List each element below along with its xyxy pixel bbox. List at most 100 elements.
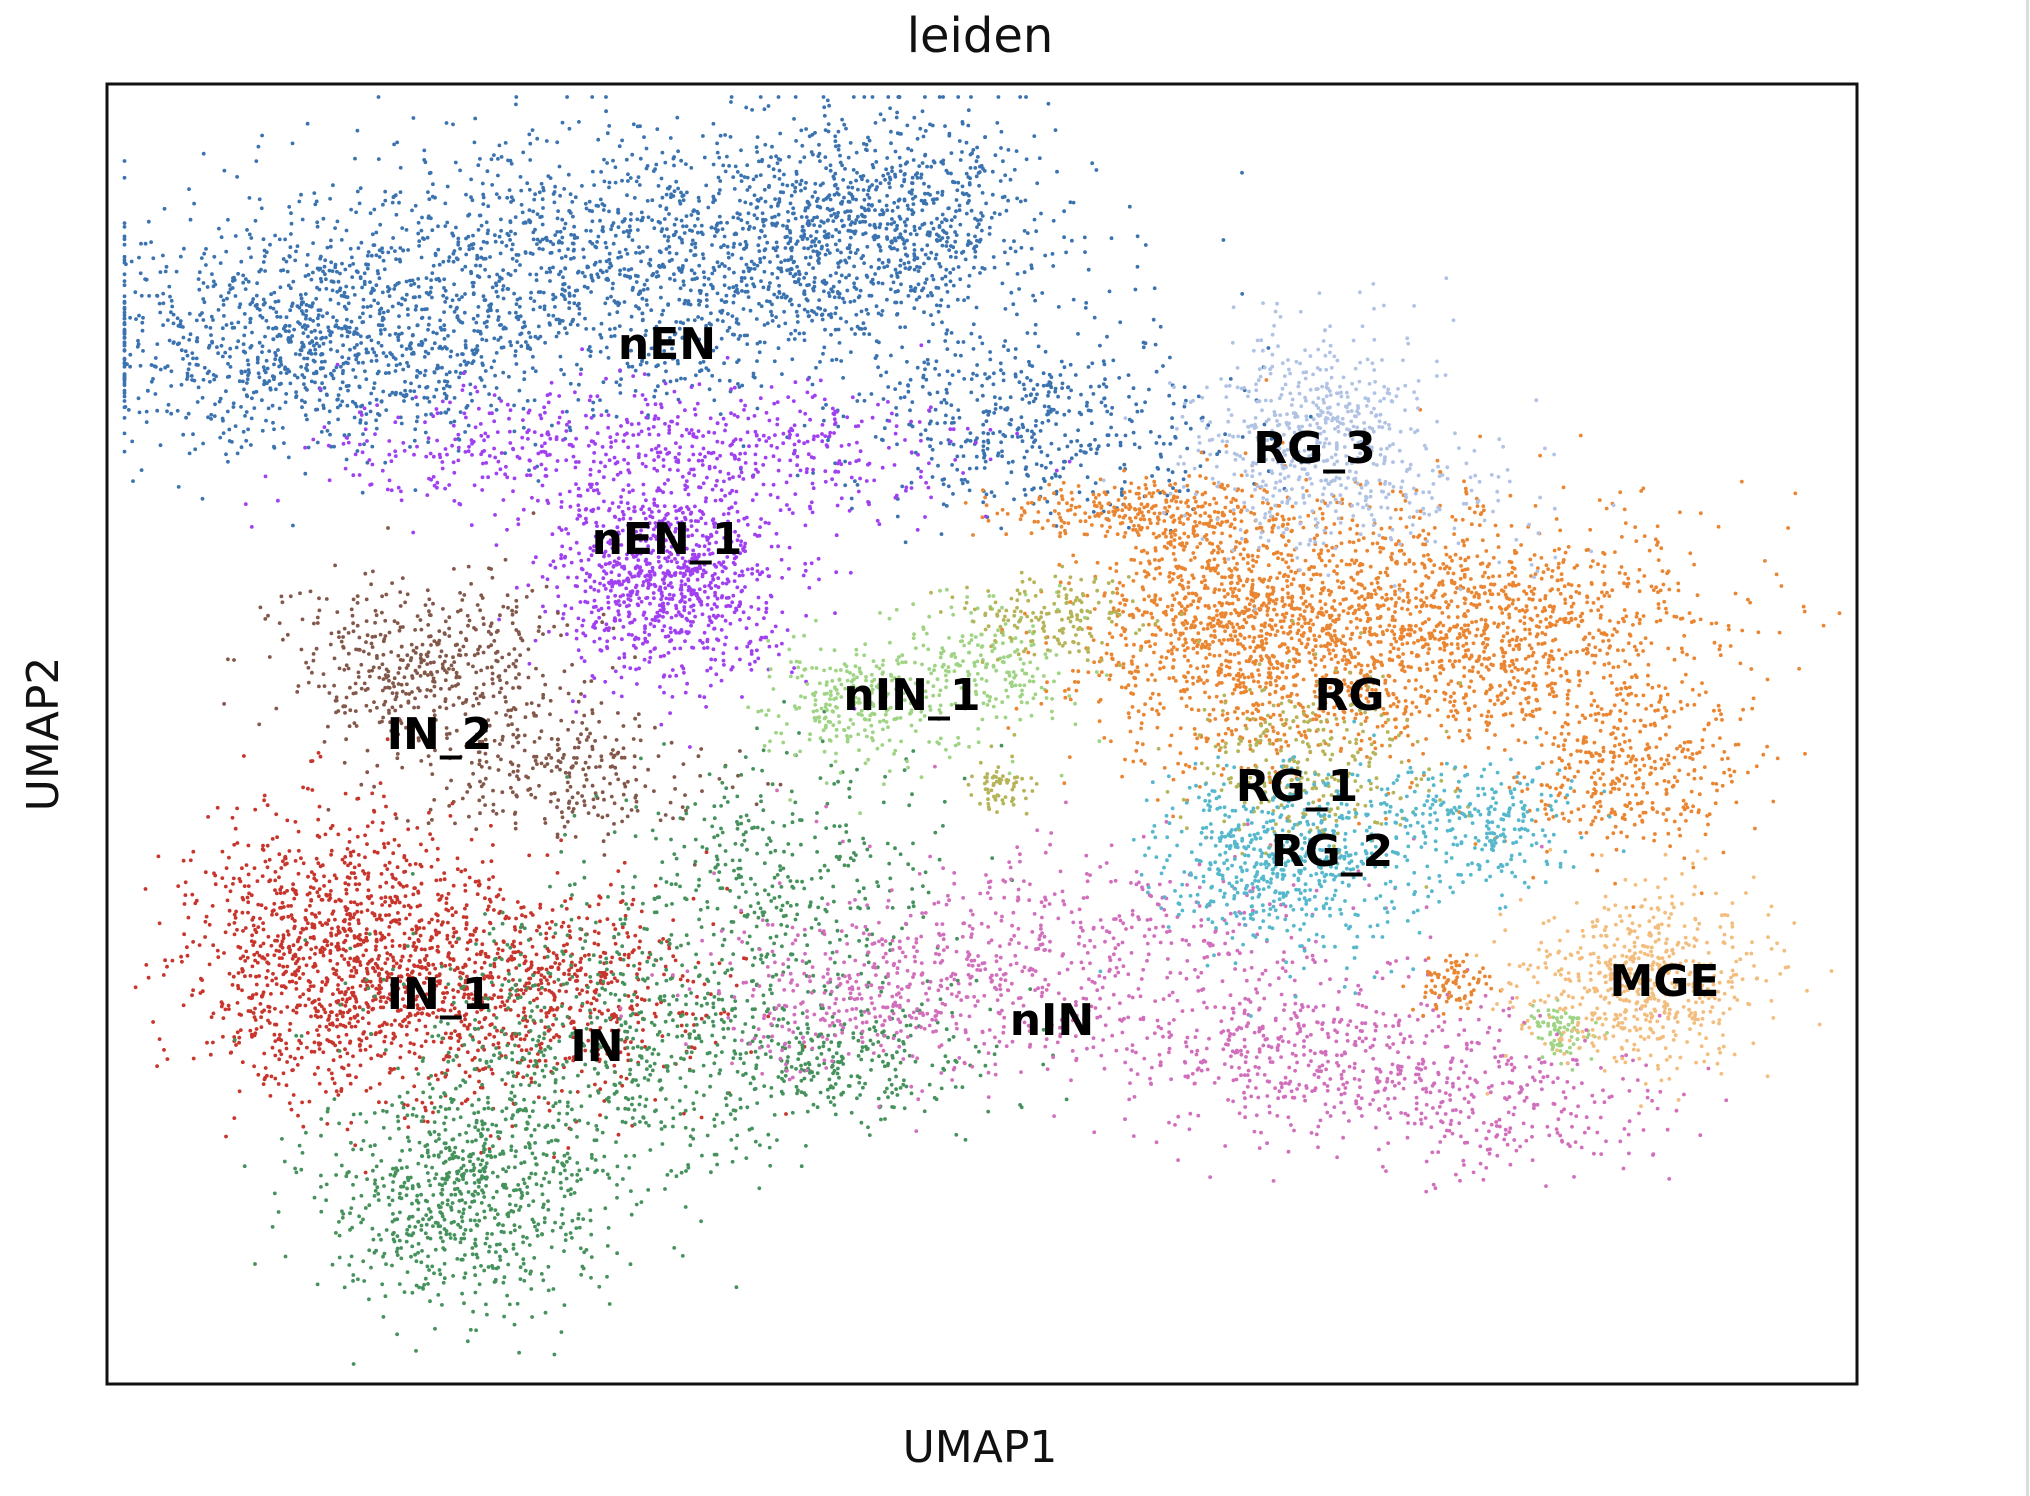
data-point	[299, 192, 303, 197]
data-point	[528, 335, 533, 339]
data-point	[1158, 324, 1163, 329]
data-point	[583, 589, 588, 594]
data-point	[827, 294, 832, 298]
data-point	[317, 344, 322, 349]
data-point	[505, 527, 509, 532]
data-point	[678, 445, 682, 450]
data-point	[229, 321, 234, 326]
data-point	[678, 599, 683, 604]
data-point	[727, 476, 732, 481]
data-point	[417, 244, 421, 248]
data-point	[549, 250, 554, 255]
data-point	[940, 189, 945, 194]
data-point	[345, 334, 350, 339]
data-point	[893, 174, 898, 179]
data-point	[1039, 463, 1044, 468]
data-point	[1168, 355, 1172, 360]
data-point	[284, 315, 289, 320]
data-point	[287, 329, 291, 334]
data-point	[1029, 266, 1034, 271]
data-point	[181, 357, 185, 361]
data-point	[296, 320, 300, 324]
data-point	[953, 230, 957, 234]
data-point	[275, 314, 280, 319]
data-point	[953, 215, 957, 219]
data-point	[843, 483, 848, 488]
data-point	[1043, 349, 1048, 354]
data-point	[584, 413, 588, 418]
data-point	[749, 259, 754, 264]
data-point	[753, 659, 757, 664]
data-point	[672, 332, 677, 337]
data-point	[547, 266, 552, 271]
data-point	[669, 574, 674, 578]
data-point	[702, 646, 706, 650]
data-point	[1040, 420, 1045, 425]
data-point	[934, 359, 939, 364]
data-point	[727, 325, 732, 330]
data-point	[724, 635, 728, 640]
data-point	[858, 220, 862, 225]
data-point	[702, 283, 707, 287]
data-point	[621, 579, 626, 584]
data-point	[1091, 510, 1096, 514]
data-point	[279, 362, 284, 367]
data-point	[416, 220, 421, 225]
data-point	[1200, 415, 1205, 420]
data-point	[993, 153, 998, 158]
data-point	[621, 625, 626, 629]
data-point	[200, 496, 205, 501]
data-point	[719, 311, 724, 315]
data-point	[981, 431, 986, 435]
data-point	[749, 276, 754, 281]
data-point	[313, 380, 317, 385]
data-point	[288, 308, 293, 313]
data-point	[622, 300, 627, 304]
data-point	[862, 398, 867, 403]
data-point	[314, 336, 318, 340]
data-point	[557, 272, 561, 277]
data-point	[605, 161, 609, 165]
data-point	[629, 314, 634, 319]
data-point	[661, 308, 666, 313]
data-point	[435, 480, 440, 485]
data-point	[1009, 470, 1014, 475]
data-point	[609, 570, 614, 575]
data-point	[356, 360, 361, 365]
data-point	[567, 425, 572, 430]
data-point	[979, 211, 983, 215]
data-point	[842, 223, 846, 228]
data-point	[498, 335, 503, 340]
data-point	[750, 567, 755, 571]
data-point	[846, 199, 851, 204]
data-point	[527, 132, 532, 137]
data-point	[983, 135, 988, 139]
data-point	[672, 155, 676, 159]
data-point	[563, 603, 568, 608]
data-point	[286, 455, 291, 460]
data-point	[826, 235, 831, 240]
data-point	[1004, 407, 1009, 412]
data-point	[966, 295, 970, 300]
data-point	[539, 214, 544, 219]
data-point	[208, 379, 212, 384]
data-point	[369, 304, 373, 308]
data-point	[255, 360, 260, 365]
data-point	[867, 185, 872, 190]
data-point	[906, 146, 910, 151]
data-point	[521, 150, 526, 155]
data-point	[1094, 168, 1099, 172]
data-point	[305, 362, 309, 367]
data-point	[451, 122, 455, 127]
data-point	[410, 278, 415, 283]
data-point	[1010, 434, 1015, 439]
data-point	[984, 492, 989, 497]
data-point	[284, 259, 289, 264]
data-point	[689, 268, 694, 273]
data-point	[163, 269, 168, 274]
data-point	[919, 172, 924, 177]
data-point	[736, 216, 740, 221]
data-point	[951, 267, 956, 271]
data-point	[793, 185, 798, 190]
data-point	[916, 466, 920, 471]
